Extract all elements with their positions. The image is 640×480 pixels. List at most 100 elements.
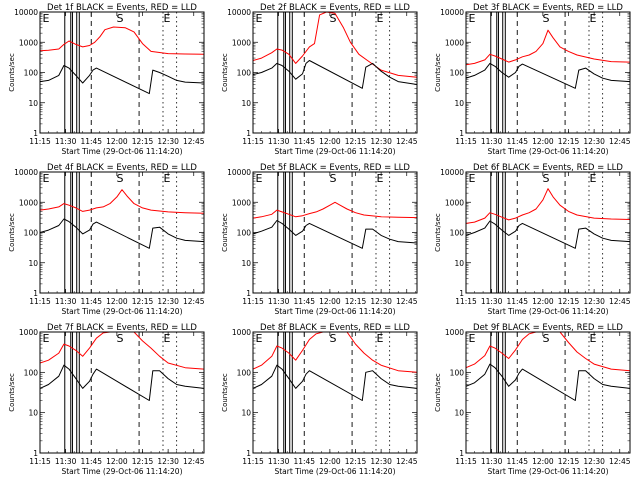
panel-title: Det 2f BLACK = Events, RED = LLD xyxy=(260,3,410,13)
lld-series-line xyxy=(466,332,630,372)
interval-marker-label: E xyxy=(164,172,171,185)
y-tick-label: 1 xyxy=(246,129,251,138)
panel-title: Det 1f BLACK = Events, RED = LLD xyxy=(47,3,197,13)
y-tick-label: 1000 xyxy=(232,198,251,207)
x-tick-label: 11:15 xyxy=(455,137,477,146)
y-tick-label: 10000 xyxy=(227,168,251,177)
y-tick-label: 100 xyxy=(24,69,39,78)
x-tick-label: 11:30 xyxy=(55,457,77,466)
detector-panel-9: Det 9f BLACK = Events, RED = LLD 11:15 11:… xyxy=(434,323,631,476)
y-tick-label: 10 xyxy=(454,259,464,268)
x-tick-label: 11:30 xyxy=(481,457,503,466)
lld-series-line xyxy=(253,332,417,373)
y-tick-label: 10 xyxy=(241,409,251,418)
x-tick-label: 11:15 xyxy=(29,137,51,146)
y-tick-label: 1 xyxy=(33,289,38,298)
y-tick-label: 1000 xyxy=(19,38,38,47)
y-axis-label: Counts/sec xyxy=(8,373,16,412)
y-axis-label: Counts/sec xyxy=(434,53,442,92)
lld-series-line xyxy=(40,189,204,214)
x-tick-label: 12:15 xyxy=(132,297,154,306)
interval-marker-label: S xyxy=(117,12,124,25)
plot-frame xyxy=(39,331,205,454)
y-tick-label: 1000 xyxy=(19,328,38,337)
y-tick-label: 10 xyxy=(28,99,38,108)
interval-marker-label: E xyxy=(469,332,476,345)
x-tick-label: 12:45 xyxy=(396,457,418,466)
panel-title: Det 7f BLACK = Events, RED = LLD xyxy=(47,323,197,333)
interval-marker-label: E xyxy=(43,332,50,345)
y-tick-label: 1000 xyxy=(232,328,251,337)
interval-marker-label: E xyxy=(43,172,50,185)
y-tick-label: 10000 xyxy=(440,168,464,177)
x-tick-label: 12:30 xyxy=(370,137,392,146)
y-axis-label: Counts/sec xyxy=(8,53,16,92)
plot-frame xyxy=(39,11,205,134)
interval-marker-label: E xyxy=(377,12,384,25)
events-series-line xyxy=(466,363,630,401)
detector-panel-7: Det 7f BLACK = Events, RED = LLD 11:15 11:… xyxy=(8,323,205,476)
detector-panel-1: Det 1f BLACK = Events, RED = LLD 11:15 11:… xyxy=(8,3,205,156)
y-tick-label: 10000 xyxy=(14,8,38,17)
interval-marker-label: E xyxy=(590,332,597,345)
x-tick-label: 12:45 xyxy=(396,137,418,146)
x-tick-label: 11:45 xyxy=(293,457,315,466)
x-axis-label: Start Time (29-Oct-06 11:14:20) xyxy=(274,467,395,476)
x-tick-label: 12:30 xyxy=(583,137,605,146)
x-tick-label: 11:15 xyxy=(242,297,264,306)
interval-marker-label: S xyxy=(543,172,550,185)
x-tick-label: 12:30 xyxy=(583,297,605,306)
y-axis-label: Counts/sec xyxy=(434,213,442,252)
y-tick-label: 1000 xyxy=(445,198,464,207)
x-tick-label: 11:45 xyxy=(293,297,315,306)
x-tick-label: 12:00 xyxy=(106,137,128,146)
x-tick-label: 11:45 xyxy=(506,297,528,306)
x-tick-label: 12:45 xyxy=(609,137,631,146)
y-tick-label: 1000 xyxy=(445,38,464,47)
y-tick-label: 100 xyxy=(450,229,465,238)
x-axis-label: Start Time (29-Oct-06 11:14:20) xyxy=(487,467,608,476)
y-axis-label: Counts/sec xyxy=(221,53,229,92)
x-tick-label: 11:15 xyxy=(455,457,477,466)
x-tick-label: 12:45 xyxy=(183,297,205,306)
interval-marker-label: E xyxy=(469,172,476,185)
x-tick-label: 12:00 xyxy=(532,137,554,146)
y-tick-label: 10 xyxy=(28,409,38,418)
interval-marker-label: E xyxy=(164,332,171,345)
x-axis-label: Start Time (29-Oct-06 11:14:20) xyxy=(487,307,608,316)
interval-marker-label: E xyxy=(377,332,384,345)
y-tick-label: 1 xyxy=(246,449,251,458)
panel-title: Det 4f BLACK = Events, RED = LLD xyxy=(47,163,197,173)
x-axis-label: Start Time (29-Oct-06 11:14:20) xyxy=(274,147,395,156)
x-tick-label: 12:30 xyxy=(157,297,179,306)
interval-marker-label: E xyxy=(43,12,50,25)
y-tick-label: 1000 xyxy=(232,38,251,47)
x-tick-label: 11:30 xyxy=(268,457,290,466)
lld-series-line xyxy=(466,188,630,224)
plot-frame xyxy=(252,11,418,134)
y-tick-label: 1 xyxy=(246,289,251,298)
interval-marker-label: E xyxy=(469,12,476,25)
x-tick-label: 12:00 xyxy=(532,297,554,306)
y-tick-label: 100 xyxy=(24,368,39,377)
plot-frame xyxy=(252,331,418,454)
y-axis-label: Counts/sec xyxy=(434,373,442,412)
lld-series-line xyxy=(40,26,204,55)
interval-marker-label: S xyxy=(543,12,550,25)
x-tick-label: 12:00 xyxy=(319,137,341,146)
x-tick-label: 12:00 xyxy=(106,297,128,306)
events-series-line xyxy=(40,65,204,95)
detector-panel-6: Det 6f BLACK = Events, RED = LLD 11:15 11:… xyxy=(434,163,631,316)
x-tick-label: 12:15 xyxy=(132,457,154,466)
x-tick-label: 11:30 xyxy=(55,297,77,306)
interval-marker-label: S xyxy=(117,332,124,345)
x-tick-label: 11:15 xyxy=(29,297,51,306)
x-tick-label: 11:15 xyxy=(242,137,264,146)
y-tick-label: 10000 xyxy=(227,8,251,17)
lld-series-line xyxy=(466,29,630,66)
y-tick-label: 100 xyxy=(237,69,252,78)
y-tick-label: 10000 xyxy=(14,168,38,177)
y-tick-label: 10 xyxy=(454,99,464,108)
plot-frame xyxy=(252,171,418,294)
